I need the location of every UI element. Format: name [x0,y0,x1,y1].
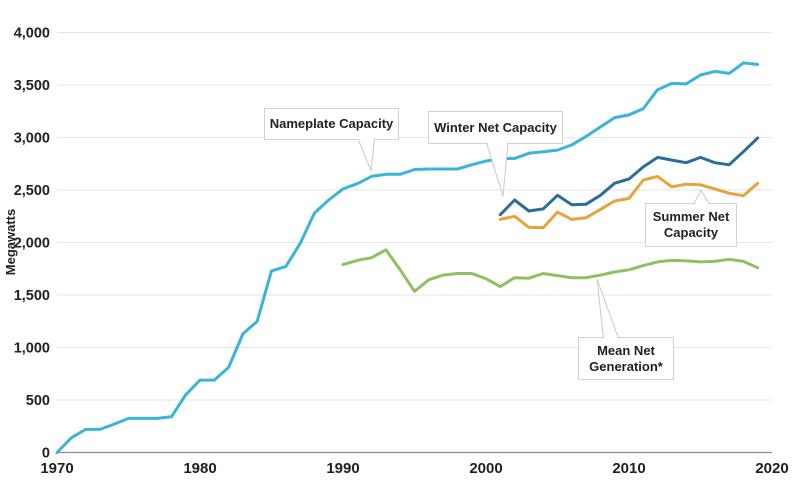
y-axis-title: Megawatts [3,209,18,275]
y-tick-label: 1,500 [14,288,50,304]
y-tick-label: 2,500 [14,183,50,199]
x-tick-label: 2010 [612,460,645,477]
callout-nameplate-capacity-label: Nameplate Capacity [269,116,394,132]
y-tick-label: 3,000 [14,131,50,147]
callout-mean-net-generation: Mean Net Generation* [578,337,674,380]
y-tick-label: 0 [42,446,50,462]
callout-winter-net-capacity-label: Winter Net Capacity [434,119,557,135]
y-tick-labels-group: 0 500 1,000 1,500 2,000 2,500 3,000 3,500 4,000 [14,26,50,462]
series-line-summer-net-capacity [498,174,760,230]
callout-summer-net-capacity: Summer Net Capacity [645,203,737,247]
y-tick-label: 500 [26,393,50,409]
x-tick-label: 1970 [40,460,73,477]
x-tick-label: 1980 [183,460,216,477]
y-tick-label: 2,000 [14,236,50,252]
y-tick-label: 4,000 [14,26,50,42]
x-tick-label: 2000 [469,460,502,477]
y-tick-label: 1,000 [14,341,50,357]
y-tick-label: 3,500 [14,78,50,94]
series-line-mean-net-generation [341,248,760,293]
series-lines-group [55,61,760,454]
x-tick-label: 2020 [755,460,788,477]
series-line-nameplate-capacity [55,61,760,454]
callout-summer-net-capacity-label-line2: Capacity [663,225,719,240]
callout-nameplate-capacity: Nameplate Capacity [264,108,399,140]
callout-summer-net-capacity-label-line1: Summer Net [652,209,730,225]
x-tick-label: 1990 [326,460,359,477]
series-line-winter-net-capacity [498,136,760,217]
callout-mean-net-generation-label-line1: Mean Net [597,342,655,358]
gridlines-group [57,32,772,454]
callout-mean-net-generation-label-line2: Generation* [589,358,663,374]
x-tick-labels-group: 1970 1980 1990 2000 2010 2020 [40,460,788,477]
callout-winter-net-capacity: Winter Net Capacity [428,111,563,144]
